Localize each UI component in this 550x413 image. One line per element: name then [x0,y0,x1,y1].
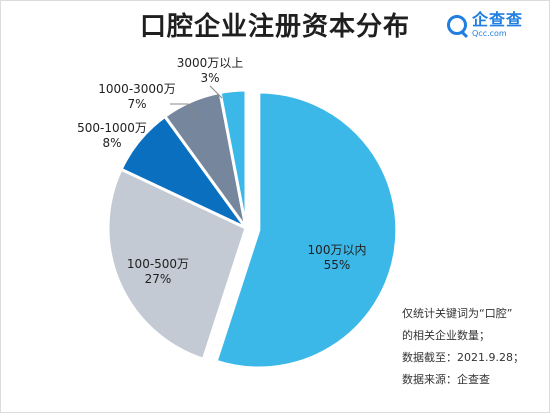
logo-url: Qcc.com [472,29,507,38]
leader-line-4 [170,103,198,118]
leader-line-5 [209,85,223,99]
slice-value-label-2: 27% [145,272,172,286]
slice-value-label-5: 3% [200,71,219,85]
slice-label-1: 100万以内 [308,243,367,257]
chart-title: 口腔企业注册资本分布 [139,12,410,42]
pie-slice-1 [214,90,399,370]
slice-value-label-4: 7% [127,97,146,111]
note-line-3: 数据截至：2021.9.28； [402,351,524,364]
logo-name: 企查查 [472,10,524,29]
note-line-2: 的相关企业数量； [402,329,490,342]
pie-slice-5 [218,88,248,230]
company-logo: 企查查 Qcc.com [447,12,523,38]
magnifier-logo-icon [447,15,467,35]
slice-label-5: 3000万以上 [177,56,244,70]
slice-value-label-3: 8% [102,136,121,150]
note-line-4: 数据来源：企查查 [402,373,490,386]
slice-label-2: 100-500万 [127,257,189,271]
slice-label-3: 500-1000万 [77,121,147,135]
slice-value-label-1: 55% [324,258,351,272]
pie-slice-2 [106,167,248,361]
note-line-1: 仅统计关键词为“口腔” [402,307,513,320]
slice-label-4: 1000-3000万 [98,82,175,96]
